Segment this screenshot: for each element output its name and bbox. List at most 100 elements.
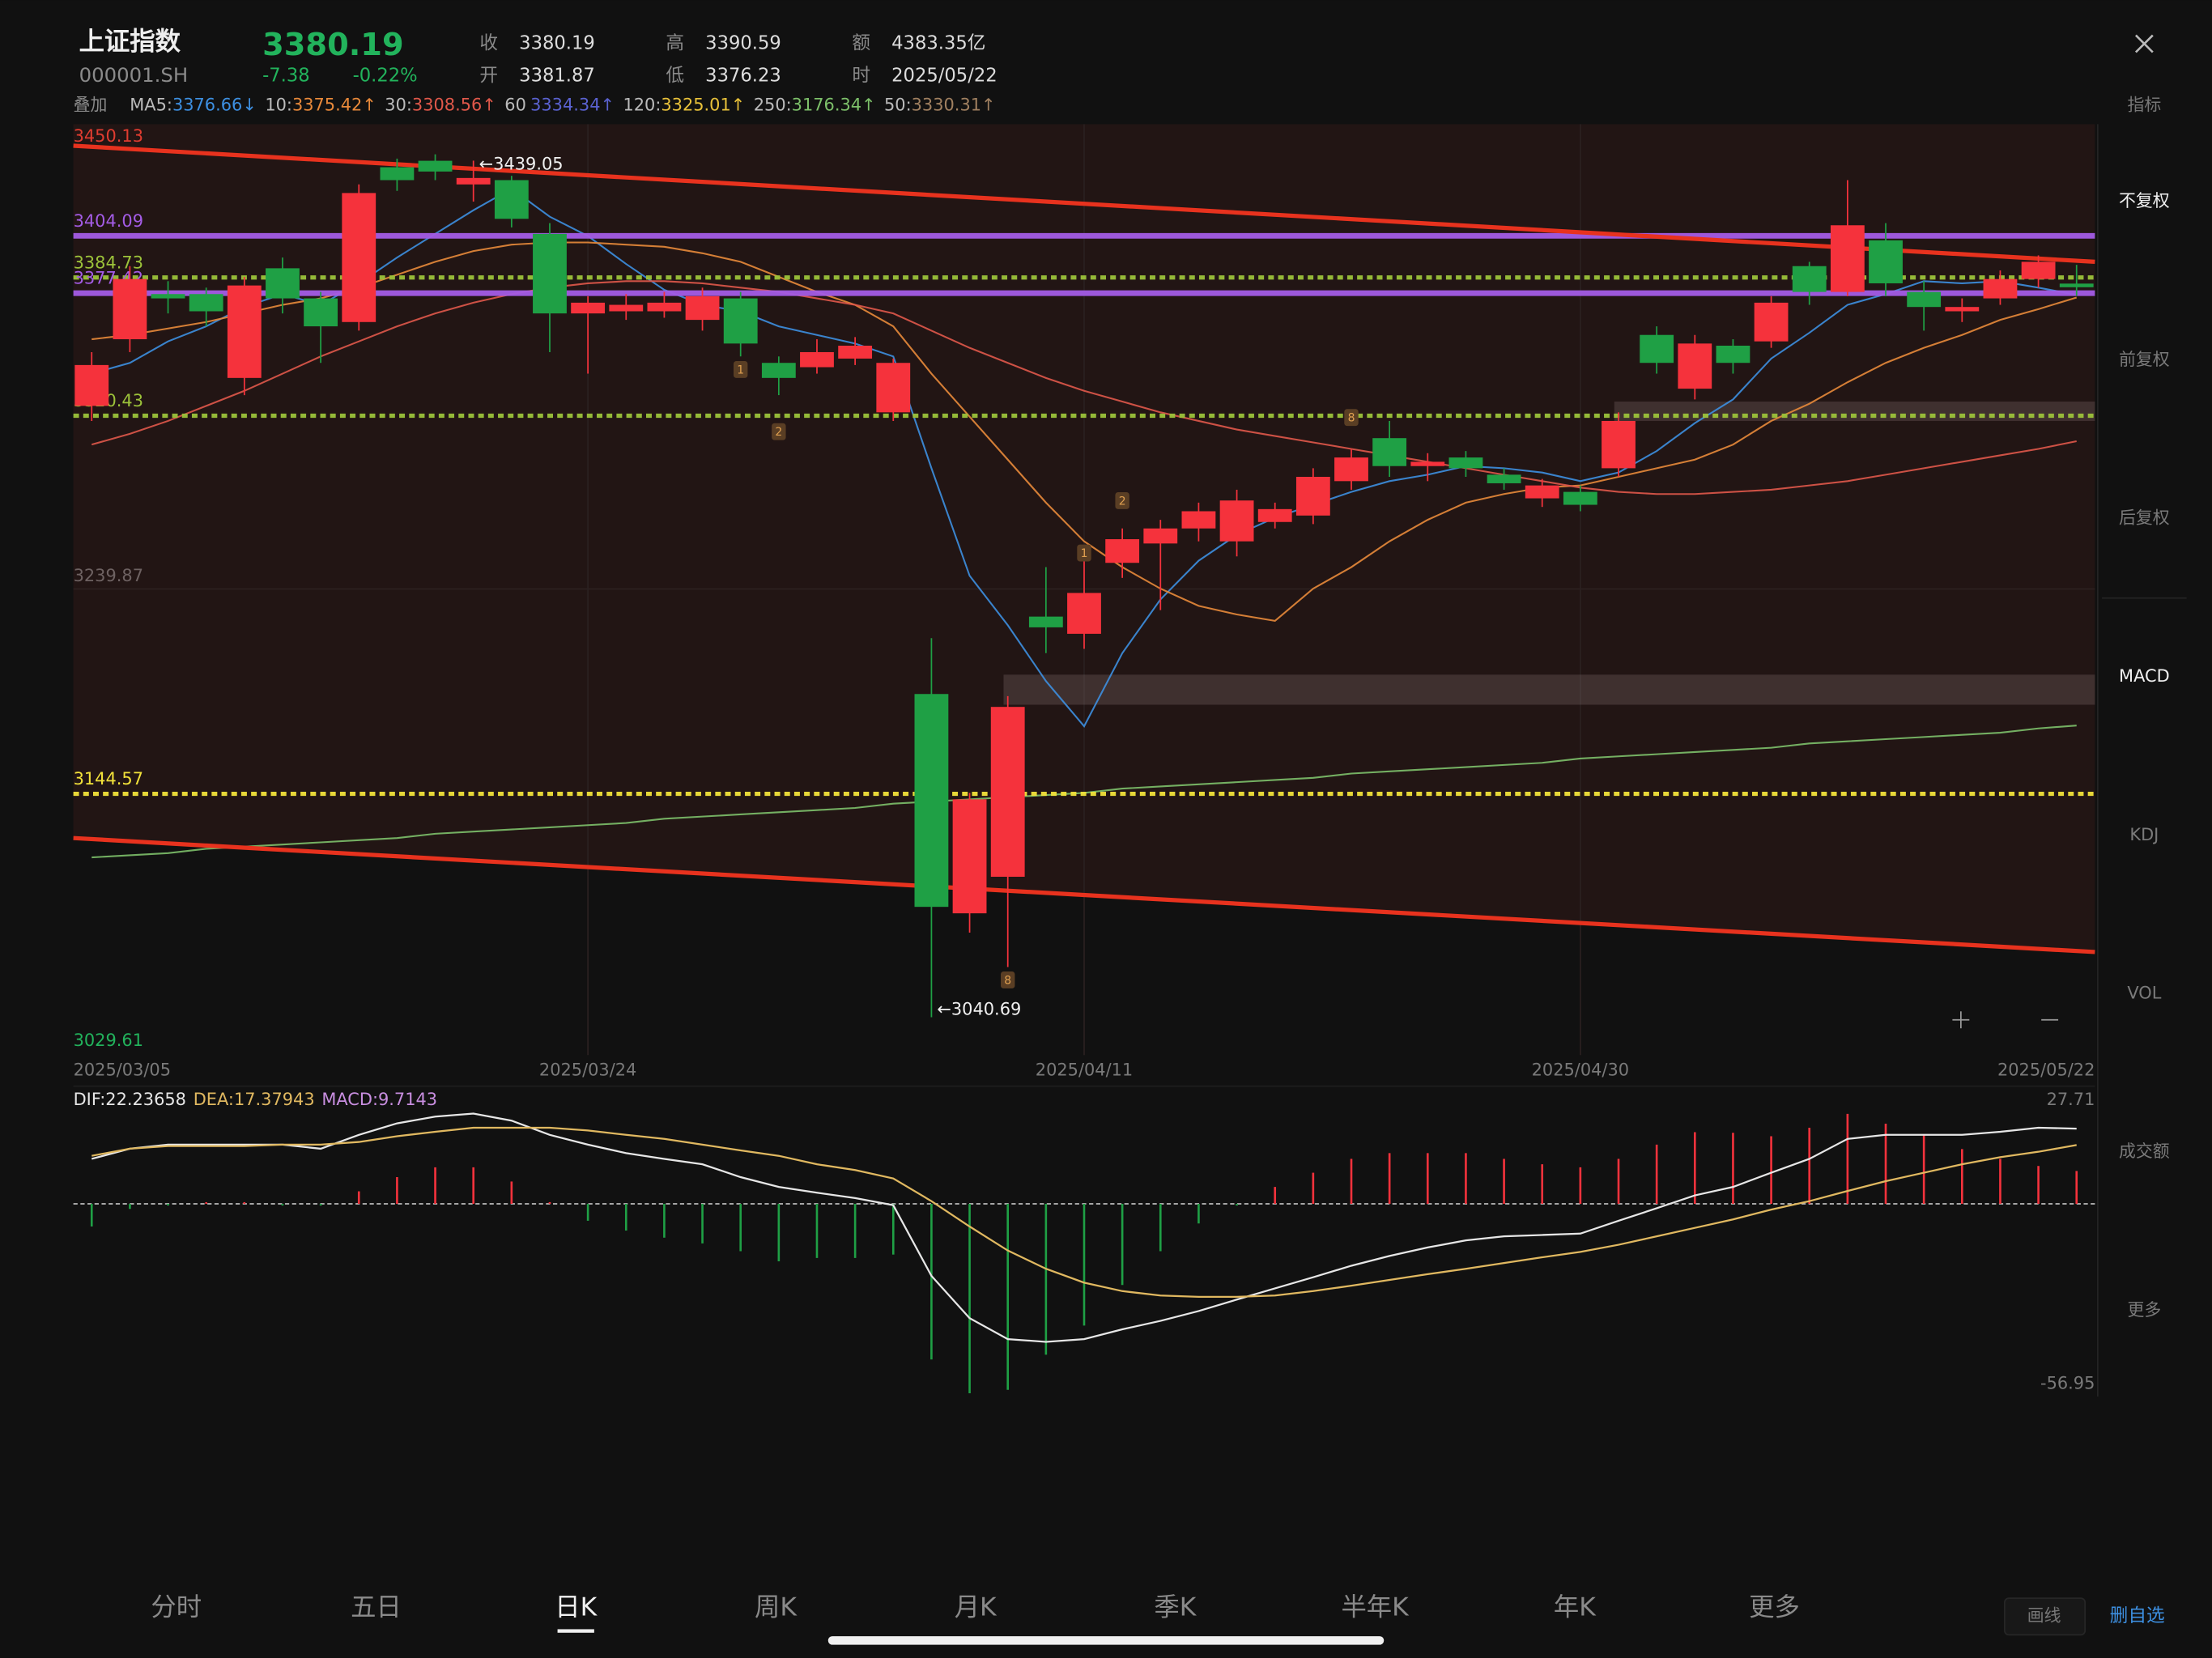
y-max-label: 3450.13 (74, 126, 143, 146)
price-zone (1614, 402, 2095, 421)
candle-body (151, 294, 185, 299)
period-tab[interactable]: 分时 (151, 1592, 202, 1622)
indicator-option[interactable]: 更多 (2127, 1300, 2161, 1320)
macd-legend-name: MACD: (321, 1090, 378, 1109)
candle-body (1754, 302, 1789, 342)
macd-y-min: -56.95 (2040, 1373, 2095, 1392)
period-tab[interactable]: 季K (1154, 1592, 1197, 1622)
period-tab[interactable]: 年K (1554, 1592, 1597, 1622)
overlay-label[interactable]: 叠加 (74, 96, 108, 115)
close-button[interactable] (2134, 34, 2154, 53)
candle-body (1181, 511, 1216, 529)
period-tab[interactable]: 半年K (1341, 1592, 1410, 1622)
quote-value: 3390.59 (705, 33, 781, 54)
candle-body (952, 799, 987, 914)
candle-body (189, 294, 223, 312)
price-chart: 3239.87 2025/03/05 2025/03/24 2025/04/11 202… (73, 124, 2095, 1079)
candle-body (380, 167, 415, 181)
quote-value: 3376.23 (705, 66, 781, 87)
macd-legend-value: 17.37943 (234, 1090, 315, 1109)
macd-line (91, 1112, 2077, 1343)
candle-body (1792, 266, 1827, 292)
macd-legend: DIF:22.23658 DEA:17.37943 MACD:9.7143 (74, 1090, 438, 1109)
candle-body (723, 298, 758, 344)
x-tick-label: 2025/04/30 (1532, 1060, 1629, 1079)
candle-body (418, 160, 453, 172)
macd-legend-name: DIF: (74, 1090, 106, 1109)
signal-badge-label: 2 (775, 426, 782, 439)
close-icon[interactable] (2134, 34, 2154, 53)
extreme-label: ←3439.05 (479, 155, 564, 174)
trend-line (73, 835, 2095, 954)
ma-legend-name: 10: (265, 96, 292, 115)
quote-value: 4383.35亿 (891, 33, 985, 54)
price-change-pct: -0.22% (353, 66, 418, 87)
candle-body (1907, 291, 1942, 308)
signal-badge-label: 1 (1081, 547, 1088, 560)
indicator-option[interactable]: 不复权 (2119, 191, 2170, 210)
remove-watch-button[interactable]: 删自选 (2110, 1605, 2165, 1626)
indicator-option[interactable]: 后复权 (2119, 508, 2170, 528)
candle-body (304, 298, 338, 327)
period-tab[interactable]: 五日 (351, 1592, 402, 1622)
signal-badge (1077, 544, 1091, 562)
period-tab[interactable]: 周K (755, 1592, 798, 1622)
x-tick-label: 2025/05/22 (1997, 1060, 2095, 1079)
signal-badge (772, 423, 786, 440)
ma-legend-arrow: ↓ (242, 96, 257, 115)
ma-legend-name: 60 (504, 96, 526, 115)
candle-body (571, 302, 606, 314)
period-tab[interactable]: 日K (555, 1592, 598, 1622)
candle-body (1257, 508, 1292, 522)
draw-button[interactable]: 画线 (2027, 1606, 2061, 1626)
price-level-label: 3404.09 (74, 211, 143, 231)
candle-body (456, 177, 491, 185)
ma-legend-name: 30: (385, 96, 412, 115)
quote-label: 额 (852, 33, 870, 54)
candle-body (1525, 485, 1559, 499)
last-price: 3380.19 (262, 27, 404, 63)
candle-body (1640, 334, 1674, 363)
candle-body (1334, 457, 1368, 482)
candle-body (342, 193, 376, 322)
index-name: 上证指数 (79, 27, 181, 56)
quote-label: 收 (479, 33, 498, 54)
candle-body (838, 345, 873, 359)
ma-line (91, 187, 2077, 728)
home-indicator (827, 1636, 1385, 1645)
indicator-option[interactable]: MACD (2119, 666, 2170, 686)
indicator-option[interactable]: VOL (2127, 984, 2161, 1003)
indicator-option[interactable]: 前复权 (2119, 350, 2170, 369)
quote-label: 高 (666, 33, 684, 54)
ma-legend-value: 3334.34 (530, 96, 600, 115)
quote-value: 2025/05/22 (891, 66, 998, 87)
candle-body (685, 295, 720, 321)
extreme-arrow: ← (479, 155, 494, 174)
indicator-option[interactable]: 成交额 (2119, 1141, 2170, 1161)
ma-line (91, 241, 2078, 623)
price-level-label: 3384.73 (74, 253, 143, 272)
candle-body (1028, 616, 1063, 627)
candle-body (1678, 343, 1712, 389)
candle-body (266, 268, 300, 299)
candle-body (1219, 500, 1254, 542)
macd-y-max: 27.71 (2047, 1090, 2095, 1109)
period-tab[interactable]: 更多 (1749, 1592, 1800, 1622)
candle-body (609, 304, 644, 312)
ma-legend-arrow: ↑ (731, 96, 746, 115)
extreme-value: 3040.69 (951, 1000, 1021, 1019)
draw-button-box[interactable] (2004, 1597, 2087, 1636)
ma-line (91, 280, 2077, 495)
price-change: -7.38 (262, 66, 310, 87)
quote-label: 开 (479, 66, 498, 87)
indicator-option[interactable]: KDJ (2129, 825, 2159, 844)
quote-label: 时 (852, 66, 870, 87)
period-tab[interactable]: 月K (955, 1592, 998, 1622)
quote-value: 3381.87 (519, 66, 595, 87)
index-code: 000001.SH (79, 63, 189, 87)
extreme-label: ←3040.69 (937, 1000, 1021, 1019)
ma-legend-name: MA5: (130, 96, 172, 115)
candle-body (1105, 539, 1140, 563)
macd-legend-value: 22.23658 (105, 1090, 186, 1109)
